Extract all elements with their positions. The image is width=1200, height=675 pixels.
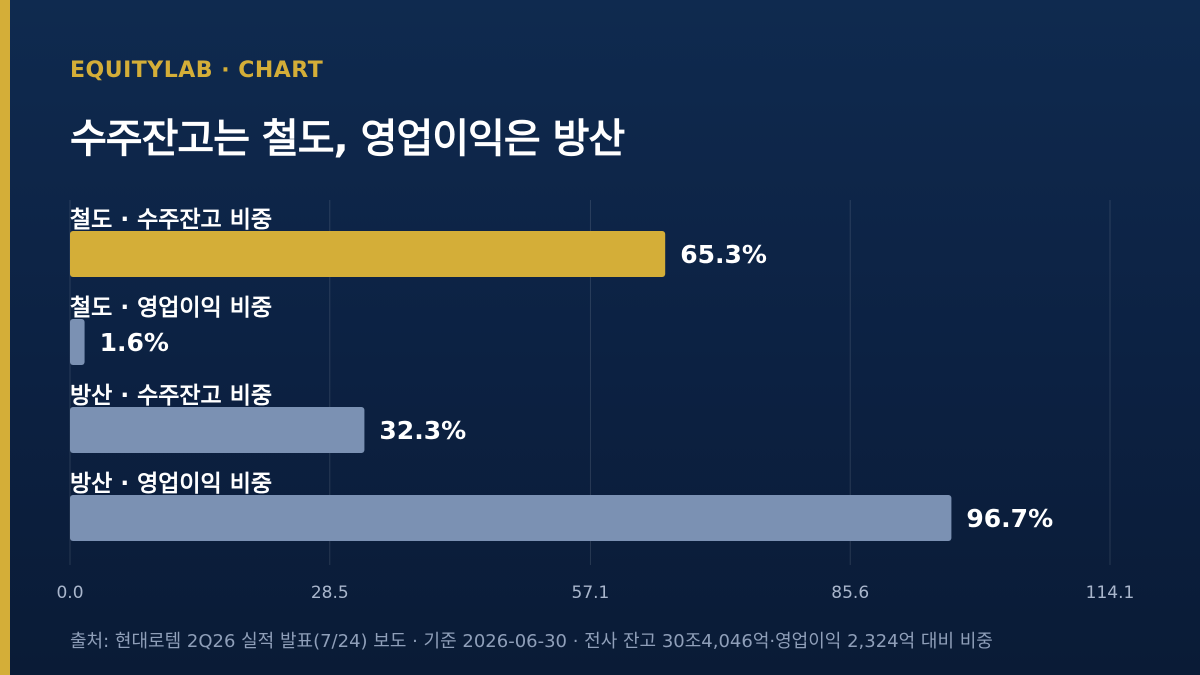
bar	[70, 319, 85, 365]
bar	[70, 495, 952, 541]
value-label: 65.3%	[680, 240, 767, 269]
source-footnote: 출처: 현대로템 2Q26 실적 발표(7/24) 보도 · 기준 2026-0…	[70, 631, 993, 652]
category-label: 철도 · 수주잔고 비중	[70, 207, 272, 233]
category-label: 방산 · 영업이익 비중	[70, 471, 272, 497]
x-tick-label: 85.6	[831, 583, 869, 603]
x-tick-label: 0.0	[56, 583, 83, 603]
value-label: 32.3%	[379, 416, 466, 445]
accent-bar	[0, 0, 10, 675]
value-label: 96.7%	[966, 504, 1053, 533]
bar	[70, 407, 365, 453]
x-tick-label: 28.5	[311, 583, 349, 603]
chart-title: 수주잔고는 철도, 영업이익은 방산	[70, 116, 625, 162]
bar	[70, 231, 666, 277]
eyebrow-label: EQUITYLAB · CHART	[70, 58, 324, 83]
x-tick-label: 114.1	[1086, 583, 1135, 603]
category-label: 방산 · 수주잔고 비중	[70, 383, 272, 409]
x-tick-label: 57.1	[572, 583, 610, 603]
category-label: 철도 · 영업이익 비중	[70, 295, 272, 321]
value-label: 1.6%	[100, 328, 169, 357]
